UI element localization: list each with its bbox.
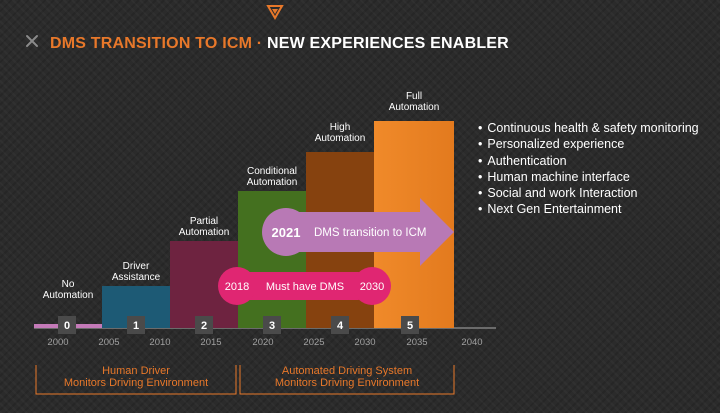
- level-badge-3: 3: [263, 316, 281, 334]
- level-number: 2: [201, 320, 207, 332]
- transition-year: 2021: [272, 225, 301, 240]
- year-tick: 2020: [252, 337, 274, 348]
- group-line: Automated Driving System: [281, 365, 413, 377]
- level-number: 3: [269, 320, 275, 332]
- level-number: 1: [133, 320, 139, 332]
- list-item: Social and work Interaction: [478, 185, 699, 201]
- year-tick: 2010: [149, 337, 171, 348]
- transition-year-circle: [262, 208, 310, 256]
- level-number: 0: [64, 320, 70, 332]
- close-icon[interactable]: [24, 33, 40, 49]
- title-part-1: DMS TRANSITION TO ICM: [50, 35, 253, 52]
- level-label-line: Automation: [314, 133, 366, 144]
- level-2-label: Partial Automation: [164, 216, 244, 238]
- transition-arrow: [290, 198, 454, 266]
- group-line: Monitors Driving Environment: [274, 377, 420, 389]
- must-have-bar: [236, 272, 372, 300]
- level-badge-2: 2: [195, 316, 213, 334]
- level-3-label: Conditional Automation: [232, 166, 312, 188]
- level-1-label: Driver Assistance: [96, 261, 176, 283]
- must-have-start: 2018: [225, 281, 249, 293]
- level-4-label: High Automation: [300, 122, 380, 144]
- level-label-line: Automation: [42, 290, 94, 301]
- level-label-line: High: [329, 122, 351, 133]
- list-item: Continuous health & safety monitoring: [478, 120, 698, 136]
- page-title: DMS TRANSITION TO ICM · NEW EXPERIENCES …: [50, 35, 509, 53]
- automated-group-bracket: [239, 365, 455, 395]
- feature-list: Continuous health & safety monitoring Pe…: [478, 120, 699, 218]
- level-badge-1: 1: [127, 316, 145, 334]
- level-label-line: Driver: [122, 261, 150, 272]
- transition-text: DMS transition to ICM: [314, 227, 426, 239]
- year-tick: 2000: [47, 337, 69, 348]
- level-label-line: Automation: [246, 177, 298, 188]
- list-item: Human machine interface: [478, 169, 699, 185]
- level-label-line: Automation: [178, 227, 230, 238]
- level-label-line: Assistance: [111, 272, 161, 283]
- level-label-line: Automation: [388, 102, 440, 113]
- human-group-bracket: [35, 365, 237, 395]
- year-tick: 2035: [406, 337, 428, 348]
- must-have-start-circle: [218, 267, 256, 305]
- level-badge-0: 0: [58, 316, 76, 334]
- group-line: Human Driver: [102, 365, 170, 377]
- automated-system-group: Automated Driving System Monitors Drivin…: [240, 365, 454, 389]
- level-number: 4: [337, 320, 344, 332]
- year-tick: 2015: [200, 337, 222, 348]
- level-0-label: No Automation: [28, 279, 108, 301]
- level-label-line: Full: [405, 91, 423, 102]
- year-tick: 2025: [303, 337, 325, 348]
- logo-icon: [266, 5, 284, 20]
- year-tick: 2005: [98, 337, 120, 348]
- must-have-text: Must have DMS: [266, 281, 344, 293]
- must-have-end-circle: [353, 267, 391, 305]
- level-label-line: Partial: [189, 216, 219, 227]
- must-have-end: 2030: [360, 281, 384, 293]
- year-tick: 2030: [354, 337, 376, 348]
- group-line: Monitors Driving Environment: [63, 377, 209, 389]
- level-badge-5: 5: [401, 316, 419, 334]
- list-item: Personalized experience: [478, 136, 699, 152]
- level-badge-4: 4: [331, 316, 349, 334]
- year-tick: 2040: [461, 337, 483, 348]
- level-label-line: Conditional: [246, 166, 298, 177]
- list-item: Authentication: [478, 153, 699, 169]
- level-label-line: No: [61, 279, 75, 290]
- human-driver-group: Human Driver Monitors Driving Environmen…: [36, 365, 236, 389]
- level-5-label: Full Automation: [374, 91, 454, 113]
- list-item: Next Gen Entertainment: [478, 201, 699, 217]
- title-part-2: NEW EXPERIENCES ENABLER: [266, 35, 509, 52]
- title-separator: ·: [252, 35, 267, 52]
- level-number: 5: [407, 320, 413, 332]
